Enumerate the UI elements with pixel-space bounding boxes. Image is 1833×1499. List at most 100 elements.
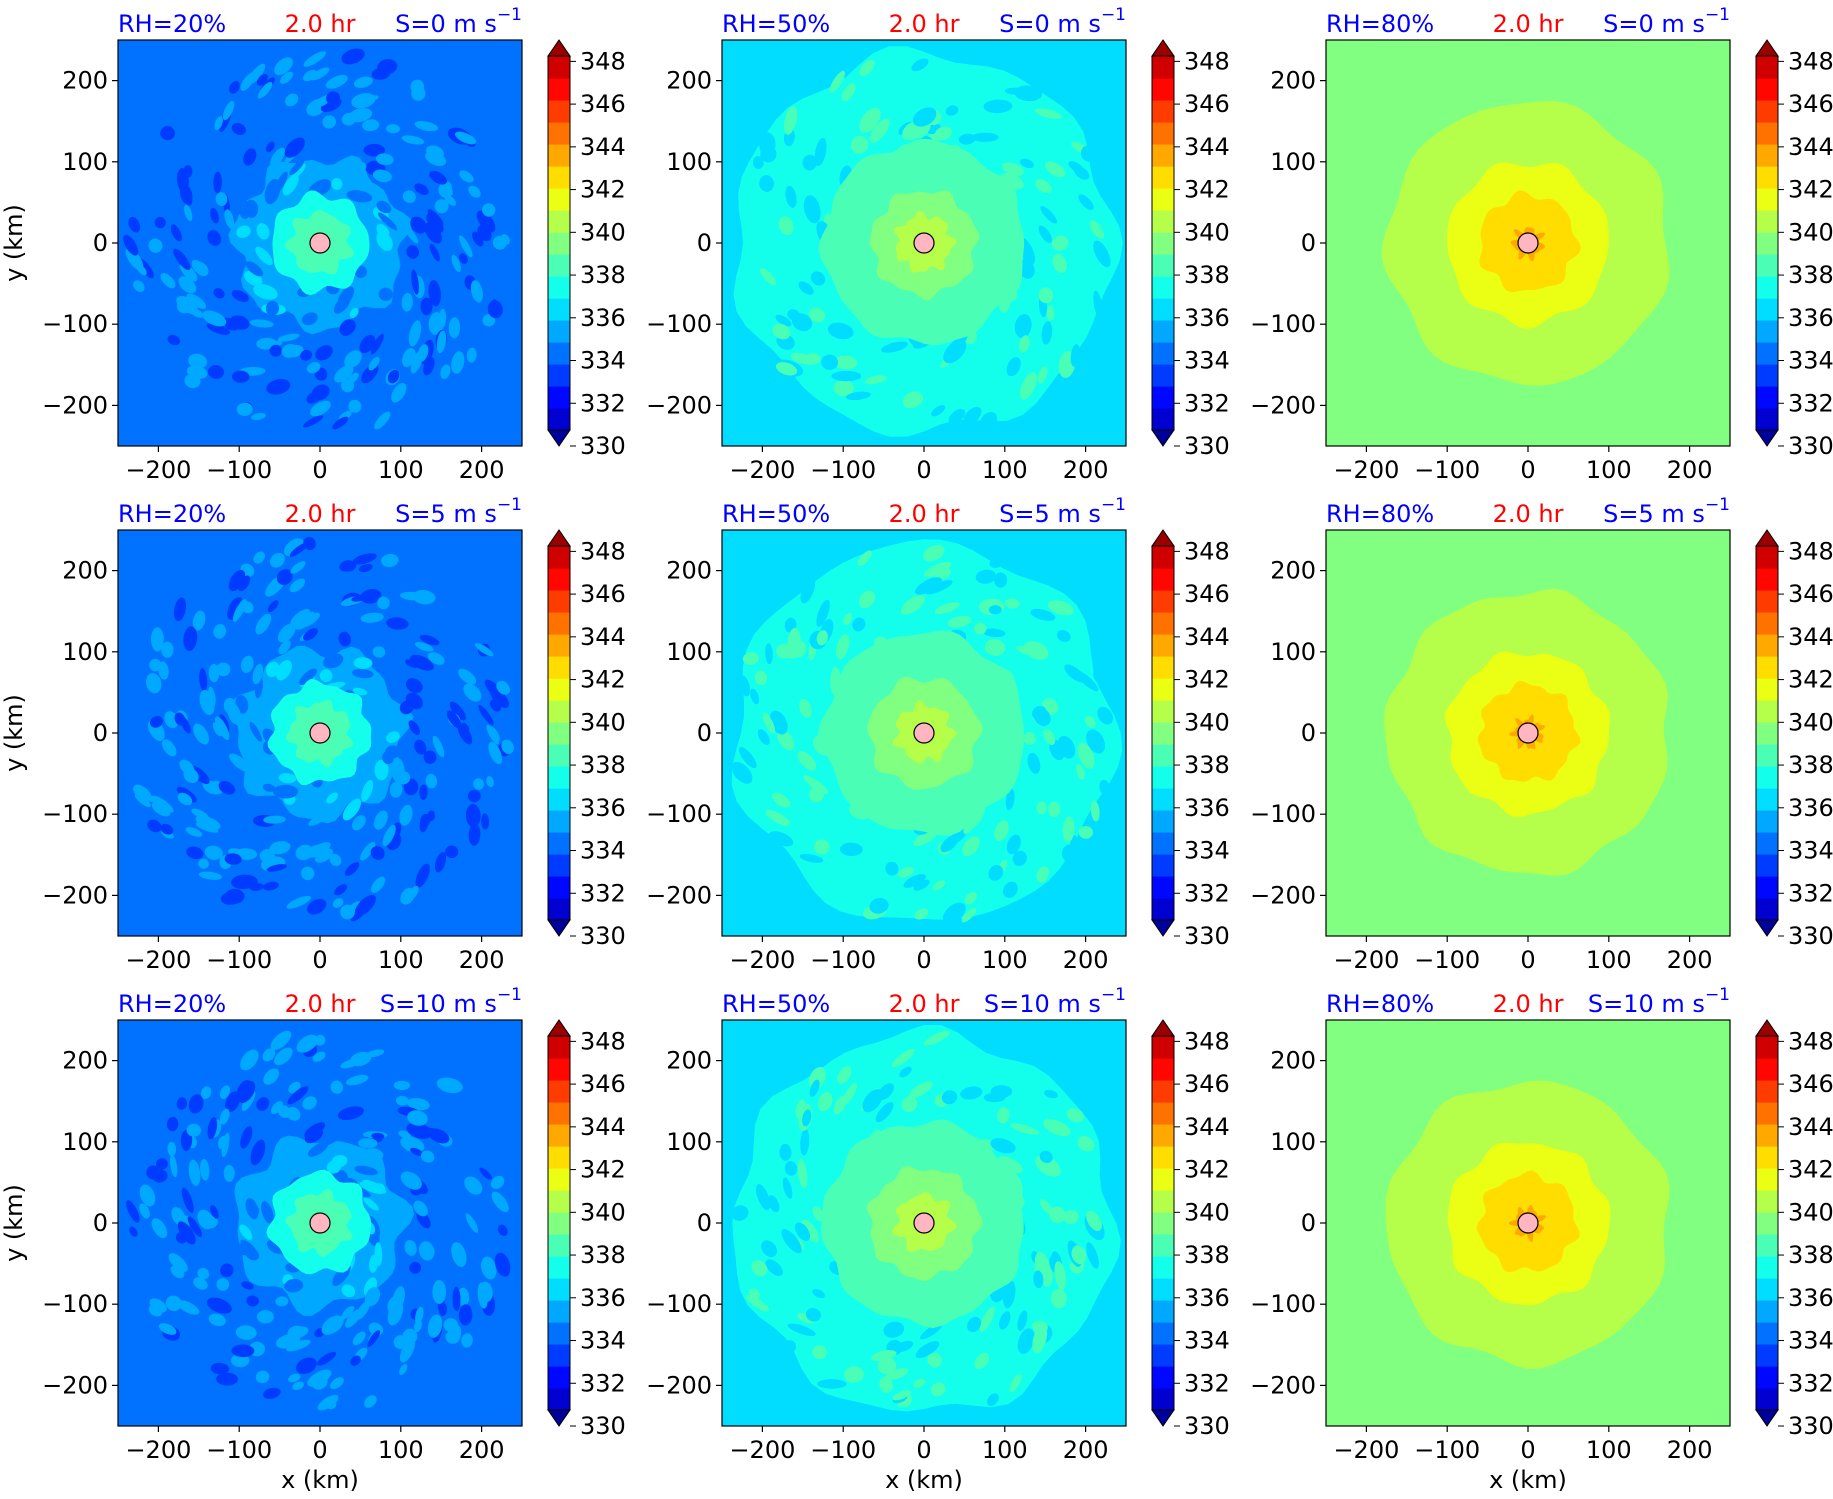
texture-blob [243,148,257,166]
texture-blob [781,1229,802,1254]
texture-blob [200,1158,210,1181]
texture-blob [310,400,331,417]
texture-blob [1090,800,1100,822]
colorbar-band [548,656,570,679]
colorbar-band [548,876,570,899]
texture-blob [1002,162,1024,176]
texture-blob [401,293,413,312]
x-tick-label: −200 [1333,456,1399,484]
texture-blob [152,1169,168,1183]
texture-blob [236,225,251,238]
texture-blob [461,1333,473,1348]
texture-blob [326,1160,342,1174]
colorbar-frame [547,545,571,921]
texture-blob [398,1130,412,1138]
x-tick-label: 200 [1667,946,1713,974]
texture-blob [387,1301,404,1326]
texture-blob [414,739,427,755]
texture-blob [405,659,419,668]
colorbar-band [1152,232,1174,255]
texture-blob [415,1306,424,1324]
texture-blob [999,1311,1011,1330]
texture-blob [1071,1245,1087,1265]
texture-blob [1019,372,1037,400]
texture-blob [789,639,806,658]
texture-blob [760,268,777,286]
texture-blob [451,351,465,374]
colorbar-tick-label: 332 [1184,879,1230,907]
texture-blob [1044,161,1066,178]
texture-blob [841,83,856,102]
texture-blob [370,846,385,860]
texture-blob [400,1171,422,1190]
texture-blob [1070,344,1080,367]
texture-blob [778,216,794,235]
texture-blob [963,813,979,834]
colorbar-tick-label: 334 [580,837,626,865]
colorbar-tick-label: 346 [1788,580,1833,608]
texture-blob [425,773,438,789]
texture-blob [170,224,182,242]
texture-blob [772,792,791,808]
texture-blob [1075,670,1099,692]
x-tick-label: 200 [1063,1436,1109,1464]
colorbar-band [1152,364,1174,387]
texture-blob [798,281,814,295]
colorbar-band [1756,1234,1778,1257]
y-tick-label: −100 [1250,800,1316,828]
texture-blob [399,1363,408,1376]
colorbar-band [548,590,570,613]
texture-blob [206,1297,232,1314]
colorbar-band [548,1168,570,1191]
texture-blob [372,169,392,183]
texture-blob [801,1219,819,1243]
colorbar-band [1756,1388,1778,1411]
texture-blob [184,373,201,389]
texture-blob [231,122,246,136]
colorbar-band [1756,1344,1778,1367]
colorbar-band [548,1256,570,1279]
colorbar-band [1152,722,1174,745]
texture-blob [1086,1242,1099,1269]
texture-blob [802,154,817,171]
texture-blob [967,1316,982,1333]
texture-blob [875,1102,894,1123]
texture-blob [359,334,376,354]
title-shear-exponent: −1 [1101,985,1126,1005]
colorbar-tick-label: 342 [580,1156,626,1184]
texture-blob [414,121,439,132]
texture-blob [851,135,869,154]
texture-blob [975,569,997,584]
texture-blob [426,145,444,159]
texture-blob [799,853,824,863]
title-rh: RH=80% [1326,500,1434,528]
texture-blob [151,801,171,817]
texture-blob [210,1205,219,1219]
texture-blob [1063,1209,1079,1225]
texture-blob [210,1362,230,1375]
x-tick-label: −100 [810,1436,876,1464]
texture-blob [213,624,227,639]
texture-blob [436,1077,463,1094]
texture-blob [915,1341,940,1359]
title-time: 2.0 hr [285,10,356,38]
texture-blob [451,254,461,273]
texture-blob [317,183,331,194]
texture-blob [279,71,294,84]
texture-blob [139,1184,156,1207]
title-rh: RH=50% [722,10,830,38]
texture-blob [358,1138,378,1149]
x-tick-label: 0 [312,946,327,974]
colorbar-tick-label: 348 [1788,1027,1833,1055]
colorbar-tick-label: 344 [1788,133,1833,161]
panel-7: −200 −100 0 100 200 −200 −100 0 100 200 y (km) x (k… [0,985,626,1494]
texture-blob [414,1319,422,1333]
colorbar-band [548,546,570,569]
texture-blob [161,641,174,658]
texture-blob [1078,194,1094,211]
heatmap-field [118,40,522,446]
texture-blob [931,1382,946,1397]
colorbar-tick-label: 330 [580,922,626,950]
colorbar-band [1756,1168,1778,1191]
texture-blob [382,824,396,847]
